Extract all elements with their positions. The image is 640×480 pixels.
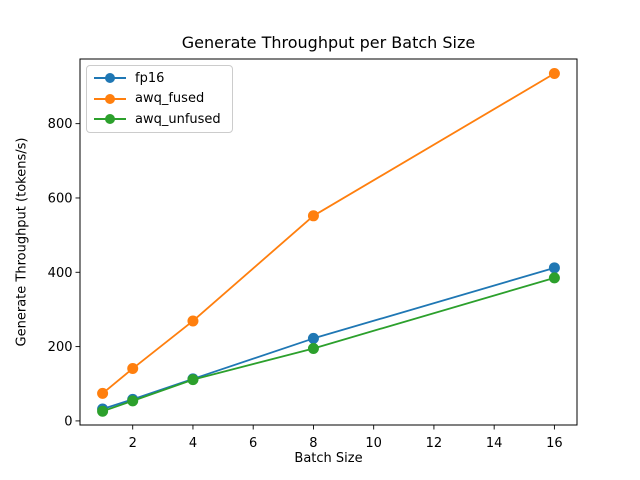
y-tick-label: 200 xyxy=(48,340,73,355)
data-point-awq_unfused xyxy=(187,374,199,386)
y-tick-label: 400 xyxy=(48,266,73,281)
x-axis-label: Batch Size xyxy=(294,451,363,466)
x-tick-label: 2 xyxy=(129,436,137,451)
chart-title: Generate Throughput per Batch Size xyxy=(181,33,476,52)
data-point-fp16 xyxy=(307,332,319,344)
legend-label: awq_unfused xyxy=(135,111,221,127)
data-point-fp16 xyxy=(548,262,560,274)
data-point-awq_unfused xyxy=(127,395,139,407)
series-line-awq_unfused xyxy=(102,276,555,413)
legend-line-marker-icon xyxy=(94,93,126,104)
legend-line-marker-icon xyxy=(94,114,126,125)
x-tick-label: 6 xyxy=(249,436,257,451)
legend-item-awq_unfused: awq_unfused xyxy=(93,109,224,130)
data-point-awq_unfused xyxy=(97,405,109,417)
x-tick-label: 14 xyxy=(486,436,503,451)
legend-label: fp16 xyxy=(135,70,165,86)
y-axis-label: Generate Throughput (tokens/s) xyxy=(14,137,30,347)
x-tick-label: 8 xyxy=(309,436,317,451)
x-tick-label: 12 xyxy=(426,436,443,451)
data-point-awq_unfused xyxy=(307,342,319,354)
data-point-awq_unfused xyxy=(548,272,560,284)
x-tick-label: 4 xyxy=(189,436,197,451)
legend-item-awq_fused: awq_fused xyxy=(93,89,224,110)
data-point-awq_fused xyxy=(127,363,139,375)
data-point-awq_fused xyxy=(548,67,560,79)
legend: fp16 awq_fused awq_unfused xyxy=(86,65,233,133)
y-tick-label: 800 xyxy=(48,117,73,132)
legend-line-marker-icon xyxy=(94,73,126,84)
data-point-awq_fused xyxy=(97,387,109,399)
axes-frame xyxy=(79,58,578,426)
data-point-awq_fused xyxy=(187,315,199,327)
data-point-awq_fused xyxy=(307,210,319,222)
x-tick-label: 16 xyxy=(546,436,563,451)
legend-label: awq_fused xyxy=(135,91,205,107)
y-tick-label: 0 xyxy=(64,414,72,429)
y-tick-label: 600 xyxy=(48,191,73,206)
x-tick-label: 10 xyxy=(365,436,382,451)
legend-item-fp16: fp16 xyxy=(93,68,224,89)
